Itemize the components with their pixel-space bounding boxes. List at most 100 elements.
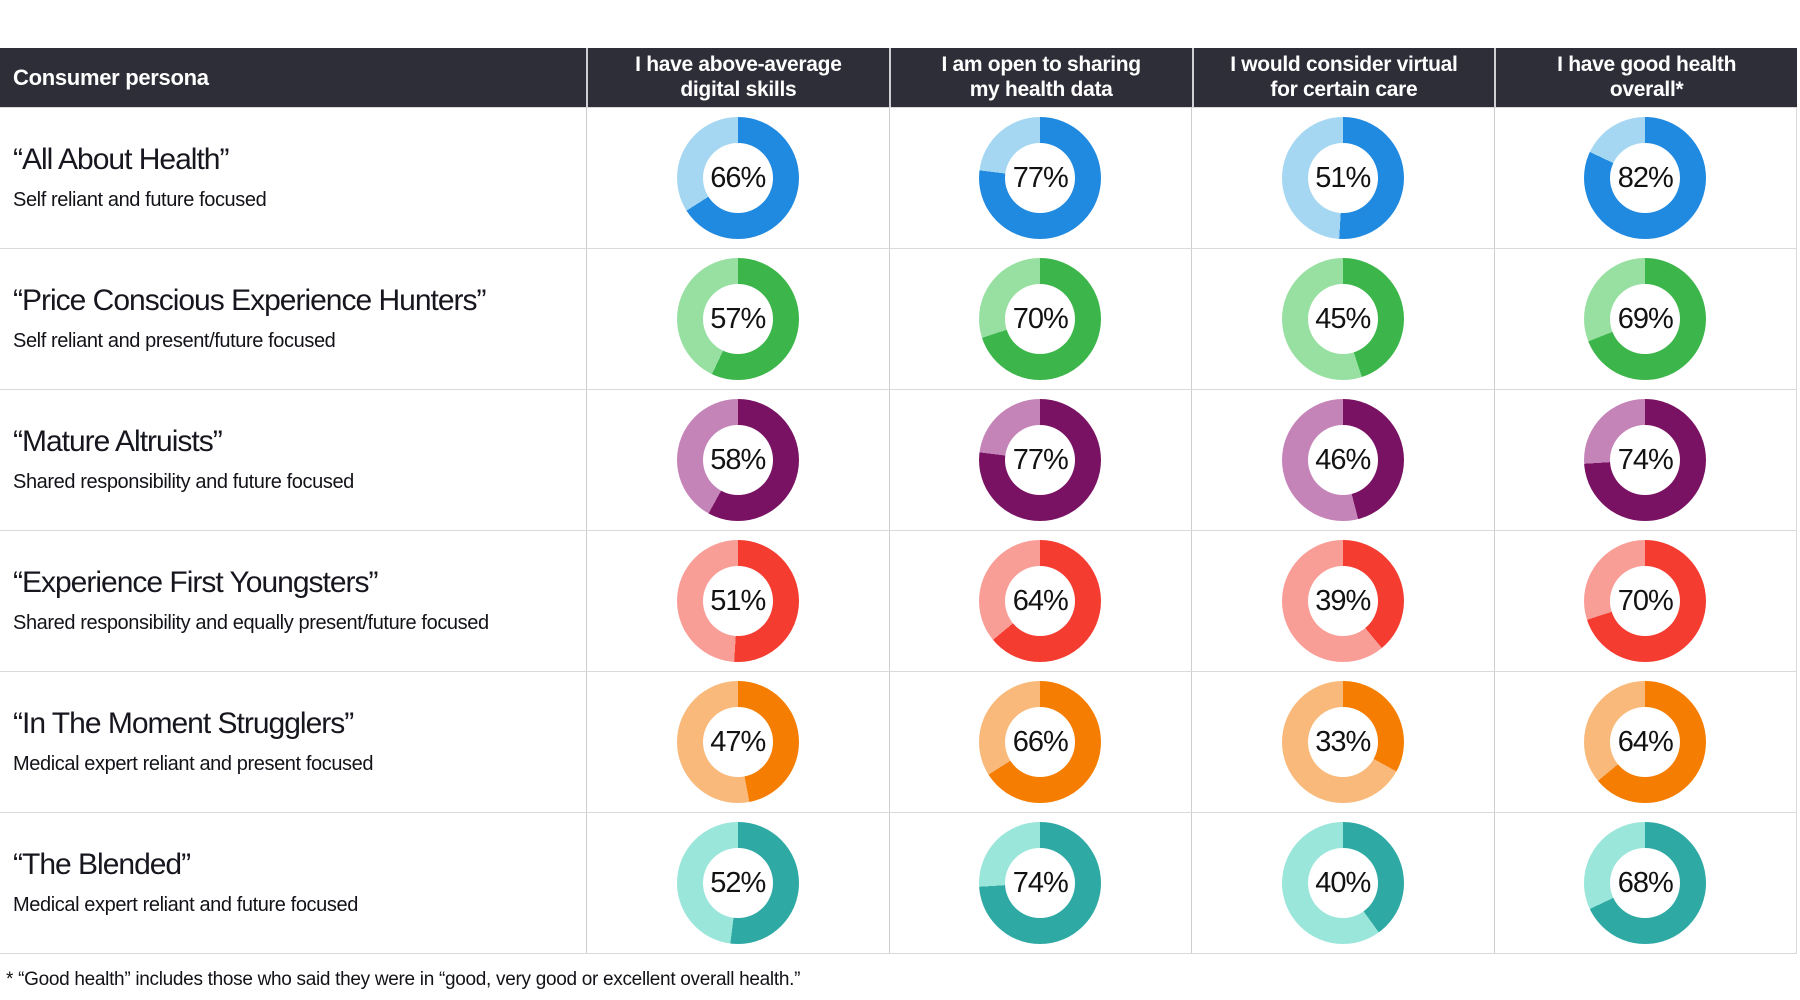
donut-value-label: 74% [1005,848,1076,918]
table-row: “All About Health” Self reliant and futu… [0,108,1797,249]
donut-chart: 33% [1281,681,1404,803]
donut-value-label: 66% [1005,707,1076,777]
donut-chart: 45% [1281,258,1404,380]
donut-value-label: 46% [1307,425,1378,495]
donut-chart: 47% [676,681,799,803]
persona-title: “In The Moment Strugglers” [13,707,354,741]
donut-chart: 51% [1281,117,1404,239]
donut-value-label: 68% [1610,848,1681,918]
donut-cell: 57% [586,249,889,389]
donut-chart: 64% [1584,681,1707,803]
persona-title: “The Blended” [13,848,191,882]
donut-chart: 46% [1281,399,1404,521]
donut-cell: 82% [1493,108,1797,248]
donut-value-label: 69% [1610,284,1681,354]
donut-value-label: 51% [702,566,773,636]
donut-value-label: 66% [702,143,773,213]
donut-cell: 70% [1493,531,1797,671]
persona-subtitle: Shared responsibility and future focused [13,470,354,493]
donut-chart: 68% [1584,822,1707,944]
table-row: “The Blended” Medical expert reliant and… [0,813,1797,954]
table-header-row: Consumer persona I have above-average di… [0,48,1797,107]
donut-chart: 39% [1281,540,1404,662]
donut-cell: 64% [1493,672,1797,812]
donut-cell: 69% [1493,249,1797,389]
donut-value-label: 51% [1307,143,1378,213]
donut-cell: 66% [888,672,1192,812]
persona-cell: “Experience First Youngsters” Shared res… [0,531,586,671]
donut-cell: 74% [1493,390,1797,530]
column-header-question: I have above-average digital skills [586,48,889,107]
donut-chart: 74% [979,822,1102,944]
donut-value-label: 40% [1307,848,1378,918]
donut-cell: 51% [1191,108,1494,248]
donut-value-label: 70% [1005,284,1076,354]
persona-subtitle: Shared responsibility and equally presen… [13,611,489,634]
donut-cell: 66% [586,108,889,248]
donut-chart: 66% [979,681,1102,803]
persona-cell: “All About Health” Self reliant and futu… [0,108,586,248]
column-header-persona: Consumer persona [13,64,209,90]
column-header-question: I am open to sharing my health data [888,48,1192,107]
donut-value-label: 64% [1610,707,1681,777]
table-body: “All About Health” Self reliant and futu… [0,107,1797,954]
donut-cell: 47% [586,672,889,812]
persona-title: “Experience First Youngsters” [13,566,379,600]
donut-chart: 57% [676,258,799,380]
donut-value-label: 52% [702,848,773,918]
table-row: “Experience First Youngsters” Shared res… [0,531,1797,672]
donut-value-label: 58% [702,425,773,495]
donut-value-label: 39% [1307,566,1378,636]
table-row: “In The Moment Strugglers” Medical exper… [0,672,1797,813]
donut-cell: 64% [888,531,1192,671]
donut-chart: 58% [676,399,799,521]
persona-title: “All About Health” [13,143,229,177]
donut-cell: 46% [1191,390,1494,530]
persona-cell: “Price Conscious Experience Hunters” Sel… [0,249,586,389]
donut-value-label: 74% [1610,425,1681,495]
donut-cell: 45% [1191,249,1494,389]
persona-cell: “Mature Altruists” Shared responsibility… [0,390,586,530]
donut-cell: 74% [888,813,1192,953]
table-row: “Price Conscious Experience Hunters” Sel… [0,249,1797,390]
donut-chart: 70% [979,258,1102,380]
donut-value-label: 45% [1307,284,1378,354]
donut-chart: 82% [1584,117,1707,239]
column-header-question: I have good health overall* [1494,48,1797,107]
donut-value-label: 64% [1005,566,1076,636]
donut-value-label: 47% [702,707,773,777]
persona-title: “Mature Altruists” [13,425,223,459]
donut-value-label: 57% [702,284,773,354]
donut-chart: 69% [1584,258,1707,380]
donut-cell: 40% [1191,813,1494,953]
donut-chart: 77% [979,117,1102,239]
table-row: “Mature Altruists” Shared responsibility… [0,390,1797,531]
persona-subtitle: Self reliant and future focused [13,188,267,211]
persona-subtitle: Self reliant and present/future focused [13,329,336,352]
donut-cell: 39% [1191,531,1494,671]
donut-value-label: 33% [1307,707,1378,777]
donut-cell: 58% [586,390,889,530]
donut-chart: 52% [676,822,799,944]
donut-chart: 64% [979,540,1102,662]
donut-chart: 66% [676,117,799,239]
donut-value-label: 77% [1005,425,1076,495]
donut-cell: 33% [1191,672,1494,812]
persona-subtitle: Medical expert reliant and future focuse… [13,893,358,916]
donut-value-label: 82% [1610,143,1681,213]
persona-table: Consumer persona I have above-average di… [0,48,1797,954]
donut-cell: 77% [888,390,1192,530]
donut-chart: 70% [1584,540,1707,662]
persona-cell: “In The Moment Strugglers” Medical exper… [0,672,586,812]
donut-chart: 51% [676,540,799,662]
donut-value-label: 70% [1610,566,1681,636]
persona-cell: “The Blended” Medical expert reliant and… [0,813,586,953]
donut-chart: 77% [979,399,1102,521]
persona-subtitle: Medical expert reliant and present focus… [13,752,374,775]
persona-title: “Price Conscious Experience Hunters” [13,284,487,318]
donut-cell: 70% [888,249,1192,389]
donut-value-label: 77% [1005,143,1076,213]
donut-chart: 40% [1281,822,1404,944]
donut-cell: 52% [586,813,889,953]
